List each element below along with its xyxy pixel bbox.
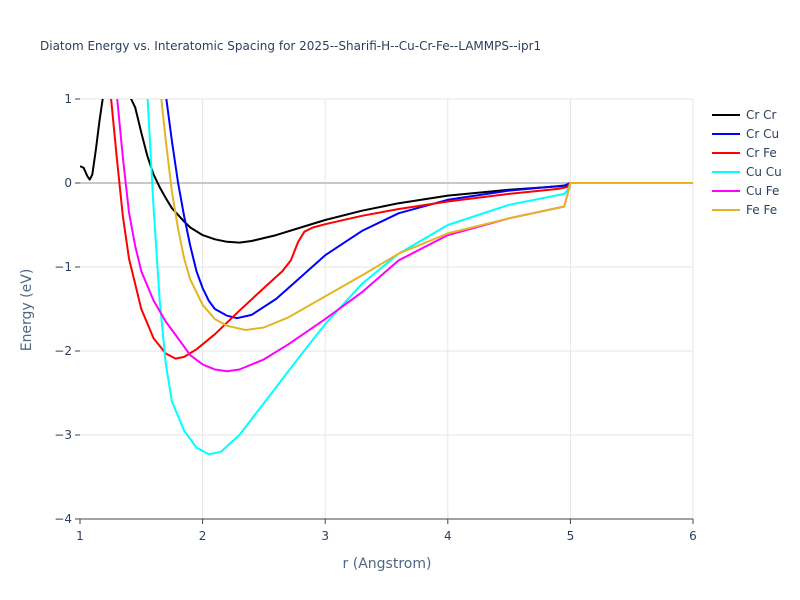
x-axis-ticks: 1 2 3 4 5 6 <box>76 519 697 543</box>
chart-title: Diatom Energy vs. Interatomic Spacing fo… <box>40 39 541 53</box>
series-line-cr-fe <box>110 99 693 360</box>
y-tick-label: 1 <box>64 92 72 106</box>
x-axis-title: r (Angstrom) <box>343 556 432 572</box>
x-tick-label: 6 <box>689 529 697 543</box>
series-line-cr-cu <box>165 99 693 320</box>
legend-label: Cu Cu <box>746 165 782 179</box>
x-tick-label: 1 <box>76 529 84 543</box>
y-tick-label: −1 <box>54 260 72 274</box>
series-line-cu-cu <box>146 99 693 456</box>
plot-area <box>80 99 693 456</box>
series-line-cu-fe <box>116 99 693 373</box>
series-line-cr-cr <box>80 99 693 244</box>
legend-label: Cr Cu <box>746 127 779 141</box>
legend: Cr Cr Cr Cu Cr Fe Cu Cu Cu Fe Fe Fe <box>712 108 782 217</box>
y-tick-label: −4 <box>54 512 72 526</box>
y-axis-ticks: 1 0 −1 −2 −3 −4 <box>54 92 80 526</box>
legend-label: Cr Fe <box>746 146 777 160</box>
y-axis-title: Energy (eV) <box>19 269 35 352</box>
y-tick-label: −2 <box>54 344 72 358</box>
series-line-fe-fe <box>160 99 693 331</box>
x-tick-label: 4 <box>444 529 452 543</box>
x-tick-label: 5 <box>567 529 575 543</box>
x-tick-label: 3 <box>321 529 329 543</box>
x-tick-label: 2 <box>199 529 207 543</box>
y-tick-label: −3 <box>54 428 72 442</box>
legend-label: Cr Cr <box>746 108 777 122</box>
legend-label: Fe Fe <box>746 203 777 217</box>
legend-label: Cu Fe <box>746 184 779 198</box>
y-tick-label: 0 <box>64 176 72 190</box>
